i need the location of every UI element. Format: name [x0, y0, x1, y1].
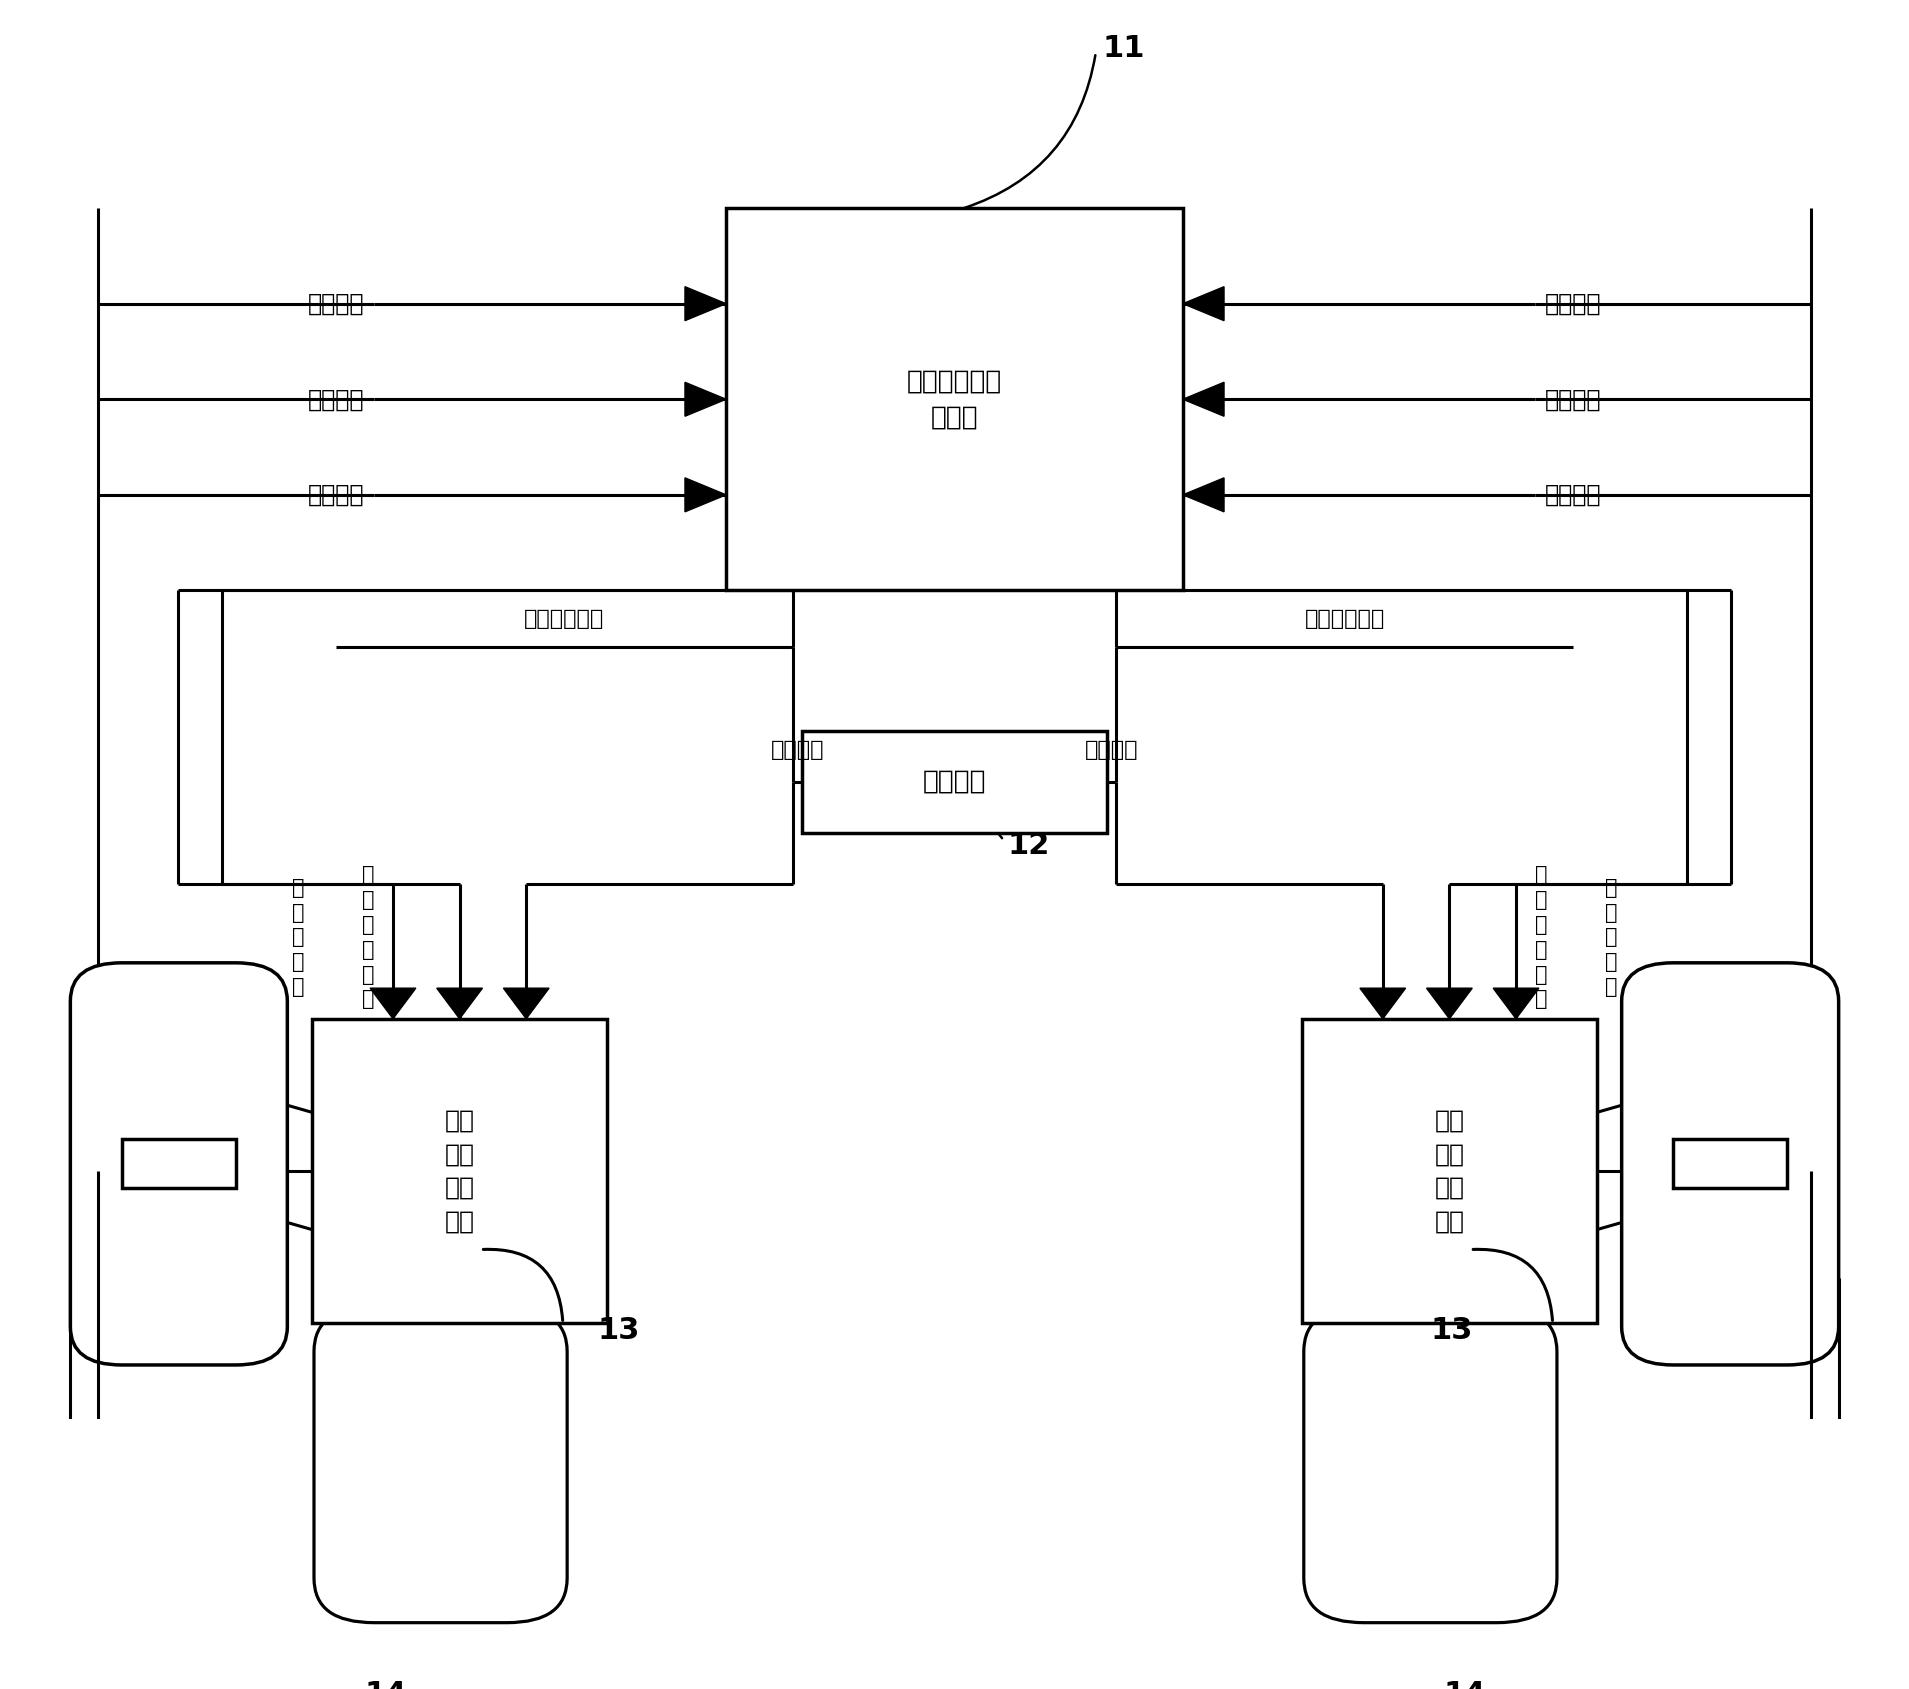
Bar [1302, 1018, 1598, 1322]
Text: 泵
溢
流
阀
信
号: 泵 溢 流 阀 信 号 [363, 865, 374, 1010]
Polygon shape [504, 988, 550, 1018]
Bar [1672, 1140, 1787, 1189]
Text: 自锁
能式
刹车
装置: 自锁 能式 刹车 装置 [445, 1108, 475, 1233]
FancyBboxPatch shape [1304, 1307, 1558, 1623]
Text: 泵
溢
流
阀
信
号: 泵 溢 流 阀 信 号 [1535, 865, 1546, 1010]
Text: 11: 11 [1103, 34, 1145, 62]
Polygon shape [370, 988, 416, 1018]
Bar [1363, 1447, 1497, 1481]
Text: 刹
车
阀
信
号: 刹 车 阀 信 号 [1605, 878, 1617, 997]
Text: 自锁
能式
刹车
装置: 自锁 能式 刹车 装置 [1434, 1108, 1464, 1233]
Bar [311, 1018, 607, 1322]
Text: 刹车压力: 刹车压力 [307, 483, 365, 507]
Polygon shape [1184, 478, 1224, 512]
Text: 刹车力矩: 刹车力矩 [1544, 387, 1602, 410]
Text: 14: 14 [1443, 1679, 1487, 1689]
Polygon shape [1493, 988, 1539, 1018]
FancyBboxPatch shape [71, 963, 288, 1365]
Polygon shape [1359, 988, 1405, 1018]
Polygon shape [1184, 287, 1224, 321]
Text: 刹车力矩: 刹车力矩 [307, 387, 365, 410]
Bar [725, 208, 1184, 591]
Text: 机载电源: 机载电源 [922, 768, 987, 794]
Text: 系统供电: 系统供电 [771, 740, 825, 760]
Text: 刹
车
阀
信
号: 刹 车 阀 信 号 [292, 878, 304, 997]
Polygon shape [685, 382, 725, 415]
Bar [122, 1140, 237, 1189]
Text: 飞机刹车系统
控制器: 飞机刹车系统 控制器 [907, 368, 1002, 431]
Polygon shape [685, 478, 725, 512]
Text: 14: 14 [365, 1679, 407, 1689]
Bar [374, 1447, 508, 1481]
Text: 12: 12 [1008, 831, 1050, 860]
Text: 机轮转速: 机轮转速 [1544, 292, 1602, 316]
Text: 辅助电机信号: 辅助电机信号 [525, 608, 605, 628]
Polygon shape [685, 287, 725, 321]
Text: 刹车压力: 刹车压力 [1544, 483, 1602, 507]
FancyBboxPatch shape [313, 1307, 567, 1623]
Text: 辅助电机信号: 辅助电机信号 [1304, 608, 1384, 628]
Polygon shape [1184, 382, 1224, 415]
Bar [802, 731, 1107, 833]
FancyBboxPatch shape [1621, 963, 1838, 1365]
Text: 13: 13 [1430, 1316, 1472, 1344]
Text: 13: 13 [598, 1316, 640, 1344]
Text: 系统供电: 系统供电 [1084, 740, 1138, 760]
Text: 机轮转速: 机轮转速 [307, 292, 365, 316]
Polygon shape [437, 988, 483, 1018]
Polygon shape [1426, 988, 1472, 1018]
